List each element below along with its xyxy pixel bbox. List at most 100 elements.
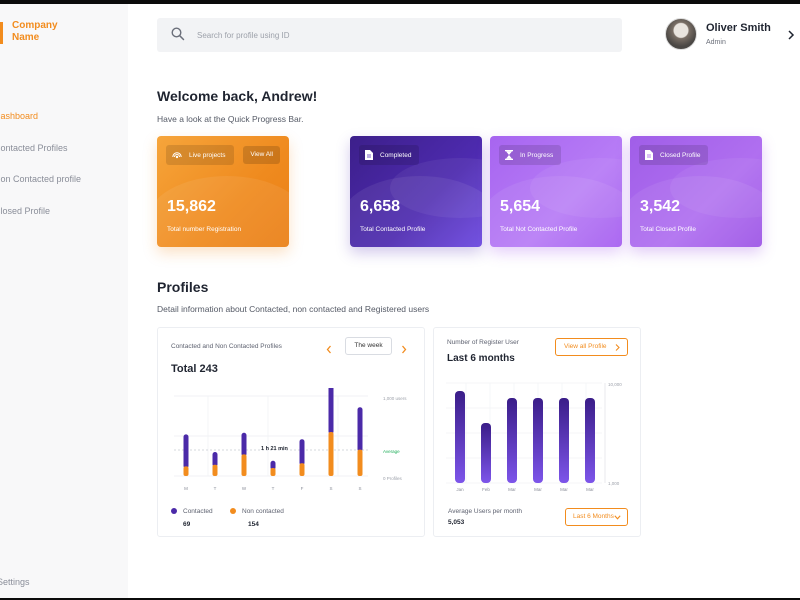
- bar-registered: [533, 398, 543, 483]
- card-live-projects[interactable]: Live projects View All 15,862 Total numb…: [157, 136, 289, 247]
- bar-registered: [585, 398, 595, 483]
- chevron-right-icon[interactable]: [787, 28, 795, 46]
- register-users-panel: Number of Register User Last 6 months Vi…: [433, 327, 641, 537]
- card-in-progress[interactable]: In Progress 5,654 Total Not Contacted Pr…: [490, 136, 622, 247]
- card-decoration: [157, 176, 289, 247]
- sidebar-item-label: Closed Profile: [0, 205, 51, 216]
- search-icon[interactable]: [171, 27, 185, 46]
- y-tick-label: 0 Profiles: [383, 476, 403, 481]
- panel-subtitle: Last 6 months: [447, 353, 515, 364]
- search-input[interactable]: [197, 26, 597, 44]
- x-tick-label: Mar: [534, 487, 542, 492]
- card-label: Total Not Contacted Profile: [500, 226, 578, 233]
- bar-non-contacted: [241, 454, 247, 476]
- bar-contacted: [183, 434, 189, 469]
- sidebar-item-closed-profile[interactable]: Closed Profile: [0, 206, 128, 238]
- section-subtitle: Detail information about Contacted, non …: [157, 304, 430, 314]
- user-profile[interactable]: Oliver Smith Admin: [665, 18, 800, 54]
- legend-contacted: Contacted 69: [171, 508, 213, 528]
- bar-registered: [455, 391, 465, 483]
- y-tick-label: 10,000: [608, 382, 622, 387]
- legend-label: Contacted: [183, 508, 213, 515]
- card-value: 5,654: [500, 198, 541, 215]
- chevron-left-icon[interactable]: [326, 341, 332, 359]
- user-role: Admin: [706, 39, 726, 46]
- sidebar-nav: Dashboard Contacted Profiles Non Contact…: [0, 111, 128, 237]
- panel-title: Contacted and Non Contacted Profiles: [171, 343, 282, 350]
- bar-non-contacted: [212, 464, 218, 476]
- register-bar-chart: 10,000 1,000 Jan Feb Mar Mar Mar Mar: [446, 382, 622, 492]
- bar-contacted: [270, 460, 276, 470]
- chevron-right-icon[interactable]: [401, 341, 407, 359]
- live-icon: [172, 151, 182, 158]
- legend-label: Non contacted: [242, 508, 284, 515]
- x-tick-label: Mar: [560, 487, 568, 492]
- sidebar-item-contacted-profiles[interactable]: Contacted Profiles: [0, 143, 128, 175]
- bar-contacted: [299, 439, 305, 466]
- section-title: Profiles: [157, 279, 209, 295]
- bar-non-contacted: [357, 449, 363, 476]
- card-value: 15,862: [167, 198, 216, 215]
- brand[interactable]: Company Name: [0, 20, 82, 44]
- x-tick-label: Jan: [456, 487, 464, 492]
- brand-name: Company Name: [12, 20, 58, 43]
- avatar[interactable]: [665, 18, 697, 50]
- card-badge-label: Closed Profile: [660, 151, 701, 159]
- legend-value: 154: [248, 521, 259, 528]
- document-icon: [365, 150, 373, 160]
- bar-contacted: [328, 388, 334, 434]
- sidebar-item-non-contacted-profile[interactable]: Non Contacted profile: [0, 174, 128, 206]
- x-tick-label: S: [358, 486, 361, 491]
- card-badge: Live projects: [166, 145, 234, 165]
- sidebar: Company Name Dashboard Contacted Profile…: [0, 4, 128, 598]
- period-selector[interactable]: The week: [345, 337, 392, 355]
- page-title: Welcome back, Andrew!: [157, 88, 318, 104]
- bar-non-contacted: [270, 468, 276, 476]
- y-tick-label: 1,000 users: [383, 396, 407, 401]
- bar-non-contacted: [299, 463, 305, 476]
- chevron-right-icon: [615, 344, 620, 351]
- total-count: Total 243: [171, 363, 218, 375]
- sidebar-item-settings[interactable]: Settings: [0, 577, 33, 587]
- sidebar-item-label: Contacted Profiles: [0, 142, 68, 153]
- sidebar-item-label: Dashboard: [0, 111, 39, 121]
- months-select[interactable]: Last 6 Months: [565, 508, 628, 526]
- sidebar-item-label: Settings: [0, 577, 30, 587]
- select-label: Last 6 Months: [573, 513, 614, 520]
- average-value: 5,053: [448, 519, 465, 526]
- y-tick-label: 1,000: [608, 481, 620, 486]
- hourglass-icon: [505, 150, 513, 160]
- x-tick-label: T: [272, 486, 275, 491]
- bar-registered: [507, 398, 517, 483]
- view-all-button[interactable]: View All: [243, 146, 280, 164]
- card-decoration: [630, 176, 762, 247]
- card-closed-profile[interactable]: Closed Profile 3,542 Total Closed Profil…: [630, 136, 762, 247]
- view-all-profile-button[interactable]: View all Profile: [555, 338, 628, 356]
- brand-mark: [0, 22, 3, 44]
- x-tick-label: T: [214, 486, 217, 491]
- card-value: 6,658: [360, 198, 401, 215]
- card-completed[interactable]: Completed 6,658 Total Contacted Profile: [350, 136, 482, 247]
- user-name: Oliver Smith: [706, 22, 771, 34]
- card-decoration: [490, 176, 622, 247]
- chevron-down-icon: [614, 515, 621, 520]
- x-tick-label: Feb: [482, 487, 490, 492]
- sidebar-item-label: Non Contacted profile: [0, 174, 82, 184]
- card-badge: Closed Profile: [639, 145, 709, 165]
- sidebar-item-dashboard[interactable]: Dashboard: [0, 111, 128, 143]
- x-tick-label: W: [242, 486, 247, 491]
- legend-value: 69: [183, 521, 191, 528]
- search-bar[interactable]: [157, 18, 622, 52]
- bar-registered: [559, 398, 569, 483]
- legend-non-contacted: Non contacted 154: [230, 508, 284, 528]
- average-label: Average Users per month: [448, 508, 522, 515]
- bar-contacted: [357, 407, 363, 452]
- card-badge: Completed: [359, 145, 420, 165]
- bar-registered: [481, 423, 491, 483]
- document-icon: [645, 150, 653, 160]
- card-value: 3,542: [640, 198, 681, 215]
- bar-non-contacted: [183, 466, 189, 476]
- button-label: View all Profile: [564, 343, 607, 350]
- x-tick-label: Mar: [586, 487, 594, 492]
- contacted-profiles-panel: Contacted and Non Contacted Profiles The…: [157, 327, 425, 537]
